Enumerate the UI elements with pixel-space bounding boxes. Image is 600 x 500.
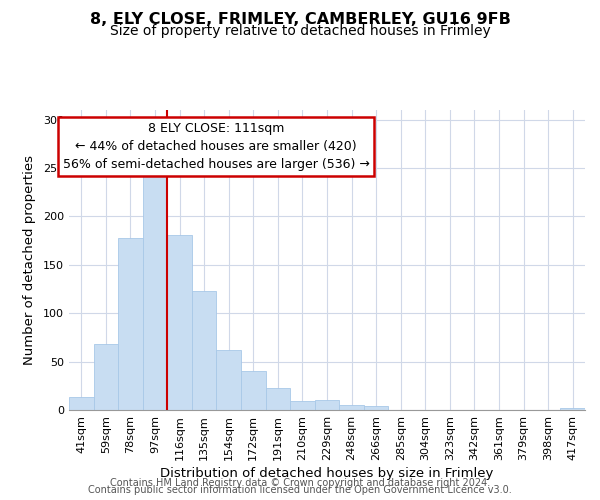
Bar bbox=[94, 344, 118, 410]
Bar bbox=[290, 402, 315, 410]
Text: 8, ELY CLOSE, FRIMLEY, CAMBERLEY, GU16 9FB: 8, ELY CLOSE, FRIMLEY, CAMBERLEY, GU16 9… bbox=[89, 12, 511, 28]
Bar bbox=[560, 408, 585, 410]
X-axis label: Distribution of detached houses by size in Frimley: Distribution of detached houses by size … bbox=[160, 467, 494, 480]
Bar bbox=[167, 235, 192, 410]
Bar bbox=[315, 400, 339, 410]
Bar bbox=[339, 405, 364, 410]
Bar bbox=[266, 388, 290, 410]
Bar bbox=[69, 398, 94, 410]
Text: Contains public sector information licensed under the Open Government Licence v3: Contains public sector information licen… bbox=[88, 485, 512, 495]
Bar bbox=[217, 350, 241, 410]
Text: Contains HM Land Registry data © Crown copyright and database right 2024.: Contains HM Land Registry data © Crown c… bbox=[110, 478, 490, 488]
Bar bbox=[118, 238, 143, 410]
Bar bbox=[241, 372, 266, 410]
Y-axis label: Number of detached properties: Number of detached properties bbox=[23, 155, 36, 365]
Text: Size of property relative to detached houses in Frimley: Size of property relative to detached ho… bbox=[110, 24, 490, 38]
Bar bbox=[364, 406, 388, 410]
Bar bbox=[192, 291, 217, 410]
Text: 8 ELY CLOSE: 111sqm
← 44% of detached houses are smaller (420)
56% of semi-detac: 8 ELY CLOSE: 111sqm ← 44% of detached ho… bbox=[62, 122, 370, 171]
Bar bbox=[143, 171, 167, 410]
